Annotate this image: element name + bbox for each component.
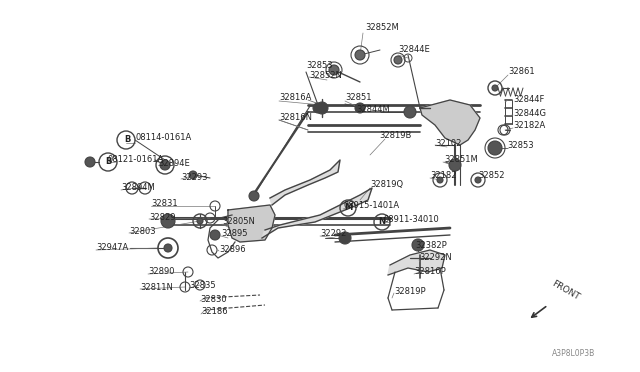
Text: 32102: 32102 xyxy=(435,138,461,148)
Text: 32851M: 32851M xyxy=(444,155,477,164)
Text: 32292: 32292 xyxy=(320,230,346,238)
Text: 32292N: 32292N xyxy=(419,253,452,263)
Text: 32182: 32182 xyxy=(430,171,456,180)
Circle shape xyxy=(161,214,175,228)
Circle shape xyxy=(488,141,502,155)
Circle shape xyxy=(339,232,351,244)
Text: 32803: 32803 xyxy=(129,227,156,235)
Text: 32861: 32861 xyxy=(508,67,534,77)
Polygon shape xyxy=(262,188,372,238)
Text: 32829: 32829 xyxy=(149,212,175,221)
Circle shape xyxy=(189,171,197,179)
Text: 32844G: 32844G xyxy=(513,109,546,118)
Text: 32816P: 32816P xyxy=(414,267,445,276)
Text: 32819B: 32819B xyxy=(379,131,412,141)
Text: 32947A: 32947A xyxy=(96,244,128,253)
Text: 32819Q: 32819Q xyxy=(370,180,403,189)
Text: FRONT: FRONT xyxy=(550,279,581,302)
Text: 32830: 32830 xyxy=(200,295,227,304)
Text: 32852: 32852 xyxy=(478,171,504,180)
Text: B: B xyxy=(124,135,130,144)
Circle shape xyxy=(249,191,259,201)
Circle shape xyxy=(329,65,339,75)
Circle shape xyxy=(355,50,365,60)
Text: 32844E: 32844E xyxy=(398,45,429,55)
Text: 32894M: 32894M xyxy=(121,183,155,192)
Circle shape xyxy=(355,103,365,113)
Text: 32835: 32835 xyxy=(189,282,216,291)
Text: M: M xyxy=(344,203,352,212)
Text: 32852N: 32852N xyxy=(309,71,342,80)
Text: 32182A: 32182A xyxy=(513,122,545,131)
Text: 32853: 32853 xyxy=(507,141,534,150)
Text: 32816A: 32816A xyxy=(279,93,312,103)
Polygon shape xyxy=(270,160,340,205)
Text: 32851: 32851 xyxy=(345,93,371,103)
Polygon shape xyxy=(420,100,480,145)
Circle shape xyxy=(316,102,328,114)
Text: 08915-1401A: 08915-1401A xyxy=(343,202,399,211)
Circle shape xyxy=(160,160,170,170)
Circle shape xyxy=(412,239,424,251)
Text: 08121-0161A: 08121-0161A xyxy=(108,155,164,164)
Circle shape xyxy=(492,85,498,91)
Text: 32894E: 32894E xyxy=(158,158,189,167)
Circle shape xyxy=(437,177,443,183)
Circle shape xyxy=(313,103,323,113)
Circle shape xyxy=(404,106,416,118)
Text: 32844F: 32844F xyxy=(513,96,545,105)
Text: 32805N: 32805N xyxy=(222,218,255,227)
Circle shape xyxy=(197,218,203,224)
Circle shape xyxy=(164,244,172,252)
Text: 32853: 32853 xyxy=(306,61,333,70)
Text: 32896: 32896 xyxy=(219,244,246,253)
Text: 32382P: 32382P xyxy=(415,241,447,250)
Text: A3P8L0P3B: A3P8L0P3B xyxy=(552,349,595,358)
Text: 32293: 32293 xyxy=(181,173,207,182)
Text: 32895: 32895 xyxy=(221,230,248,238)
Text: 32890: 32890 xyxy=(148,267,175,276)
Text: 32852M: 32852M xyxy=(365,23,399,32)
Text: 32186: 32186 xyxy=(201,308,228,317)
Text: 32844M: 32844M xyxy=(356,105,390,113)
Circle shape xyxy=(85,157,95,167)
Text: B: B xyxy=(105,157,111,167)
Polygon shape xyxy=(388,250,445,275)
Text: N: N xyxy=(378,218,385,227)
Text: 32819P: 32819P xyxy=(394,286,426,295)
Text: 08911-34010: 08911-34010 xyxy=(383,215,439,224)
Text: 32811N: 32811N xyxy=(140,282,173,292)
Circle shape xyxy=(449,159,461,171)
Text: 08114-0161A: 08114-0161A xyxy=(135,134,191,142)
Circle shape xyxy=(210,230,220,240)
Text: 32816N: 32816N xyxy=(279,113,312,122)
Text: 32831: 32831 xyxy=(151,199,178,208)
Polygon shape xyxy=(228,205,275,242)
Circle shape xyxy=(475,177,481,183)
Circle shape xyxy=(394,56,402,64)
